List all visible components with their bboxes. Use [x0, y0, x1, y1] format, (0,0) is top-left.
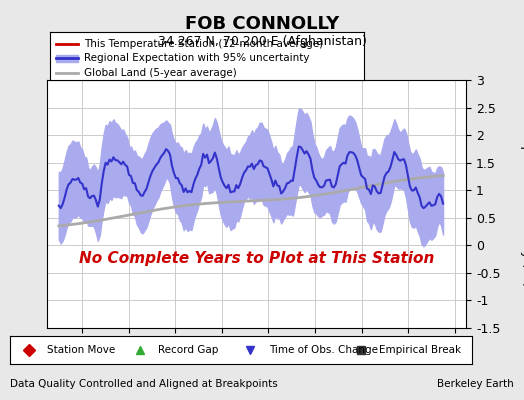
Text: Berkeley Earth: Berkeley Earth — [437, 379, 514, 389]
Text: Empirical Break: Empirical Break — [379, 345, 462, 355]
Text: FOB CONNOLLY: FOB CONNOLLY — [185, 15, 339, 33]
Text: Time of Obs. Change: Time of Obs. Change — [269, 345, 378, 355]
Text: No Complete Years to Plot at This Station: No Complete Years to Plot at This Statio… — [79, 251, 434, 266]
Text: Global Land (5-year average): Global Land (5-year average) — [84, 68, 237, 78]
Text: Station Move: Station Move — [47, 345, 116, 355]
Text: Regional Expectation with 95% uncertainty: Regional Expectation with 95% uncertaint… — [84, 53, 310, 63]
Text: This Temperature Station (12-month average): This Temperature Station (12-month avera… — [84, 39, 323, 49]
Text: Data Quality Controlled and Aligned at Breakpoints: Data Quality Controlled and Aligned at B… — [10, 379, 278, 389]
Text: 34.267 N, 70.200 E (Afghanistan): 34.267 N, 70.200 E (Afghanistan) — [158, 36, 366, 48]
Y-axis label: Temperature Anomaly (°C): Temperature Anomaly (°C) — [520, 120, 524, 288]
Text: Record Gap: Record Gap — [158, 345, 219, 355]
